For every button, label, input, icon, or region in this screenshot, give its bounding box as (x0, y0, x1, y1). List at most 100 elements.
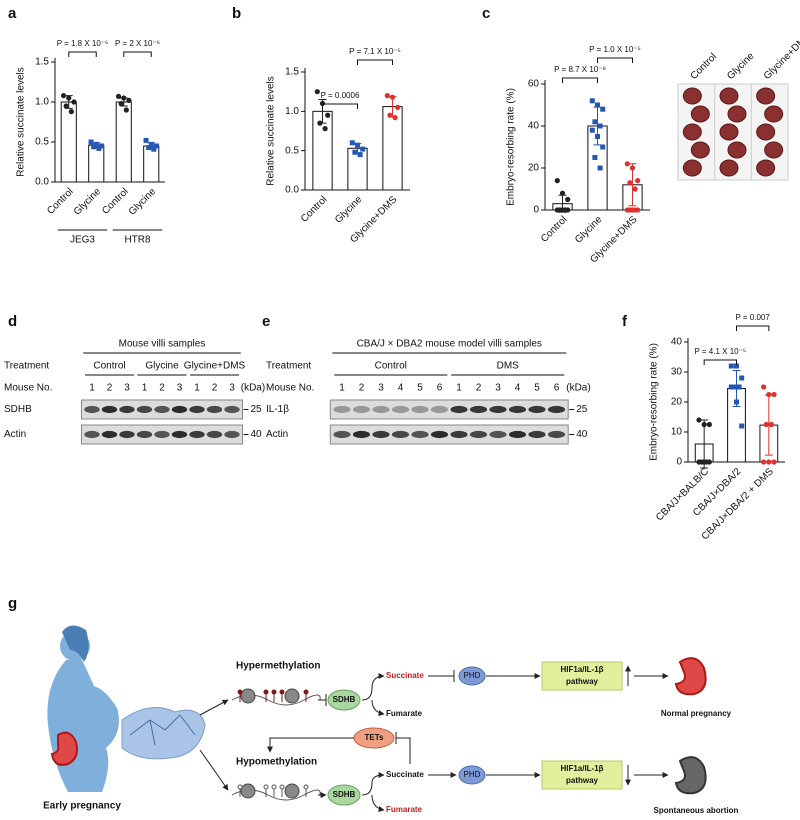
point (71, 99, 77, 105)
point (96, 145, 102, 151)
y-tick-label: 0.0 (285, 185, 299, 196)
p-value: P = 1.8 X 10⁻⁶ (57, 39, 109, 48)
point (557, 207, 563, 213)
point (597, 123, 603, 129)
bracket (357, 59, 393, 65)
blot-band (508, 430, 527, 439)
x-tick-label: Glycine (573, 214, 605, 246)
embryo (50, 731, 78, 766)
point (771, 391, 777, 398)
nucleosomes (240, 783, 300, 799)
lane-number: 3 (124, 383, 130, 394)
label: HIF1a/IL-1β (560, 665, 603, 674)
point (589, 98, 595, 104)
blot-band (372, 405, 390, 414)
point (728, 384, 734, 390)
embryo-sac (682, 123, 702, 141)
x-tick-label: Control (100, 186, 131, 217)
bar (115, 101, 132, 183)
point (766, 391, 772, 398)
point (629, 165, 636, 171)
blot-band (430, 405, 449, 414)
point (706, 459, 712, 465)
x-tick-label: Glycine (127, 186, 159, 218)
lane-number: 2 (107, 383, 113, 394)
protein-label: IL-1β (266, 404, 289, 415)
lane-number: 3 (495, 383, 501, 394)
lane-number: 2 (359, 383, 365, 394)
embryo-sac (764, 141, 784, 159)
y-tick-label: 1.0 (35, 97, 49, 108)
point (126, 97, 132, 103)
image-label: Glycine (725, 50, 757, 82)
y-tick-label: 60 (528, 79, 540, 90)
point (600, 106, 606, 112)
group-label: Glycine (145, 361, 179, 372)
image-label: Control (689, 51, 720, 82)
point (731, 384, 737, 390)
point (595, 102, 600, 108)
y-tick-label: 1.5 (285, 67, 299, 78)
point (395, 104, 401, 110)
blot-band (508, 405, 527, 414)
group-label: Control (93, 361, 125, 372)
blot-band (136, 405, 153, 414)
point (632, 207, 638, 213)
embryo-sac (756, 159, 776, 177)
point (739, 375, 745, 381)
point (68, 109, 74, 115)
blot-band (528, 430, 546, 439)
embryo-sac (764, 105, 784, 123)
embryo (674, 657, 707, 696)
blot-band (411, 430, 429, 439)
vessel (129, 714, 196, 746)
point (559, 190, 566, 196)
y-tick-label: 40 (671, 337, 683, 348)
point (627, 180, 633, 186)
label: Hypomethylation (236, 757, 317, 768)
point (734, 399, 739, 405)
point (562, 207, 568, 213)
point (387, 112, 393, 118)
y-axis-label: Embryo-resorbing rate (%) (649, 343, 660, 461)
point (592, 119, 598, 125)
image-label: Glycine+DMS (762, 31, 800, 82)
lane-number: 5 (417, 383, 423, 394)
y-tick-label: 40 (528, 121, 540, 132)
marker-label: 25 (251, 404, 263, 415)
blot-band (391, 430, 410, 439)
lane-number: 1 (339, 383, 345, 394)
blot-band (547, 430, 566, 439)
point (357, 152, 363, 158)
lane-number: 2 (159, 383, 165, 394)
x-tick-label: Control (539, 214, 570, 245)
p-value: P = 8.7 X 10⁻⁸ (554, 65, 606, 74)
embryo-sac (719, 159, 739, 177)
y-tick-label: 0.5 (285, 145, 299, 156)
bracket (597, 57, 633, 63)
group-label: HTR8 (124, 235, 151, 246)
blot-band (119, 430, 135, 439)
diagram: g Early pregnancy Hypermethylation SDHB … (8, 595, 739, 815)
arrow (199, 749, 229, 791)
point (763, 421, 769, 428)
blot-band (206, 405, 223, 414)
point (589, 127, 595, 133)
blot-strip (329, 424, 569, 445)
y-tick-label: 30 (671, 367, 683, 378)
arrow (267, 737, 354, 753)
protein-label: Actin (4, 429, 26, 440)
label: pathway (566, 776, 599, 785)
point (635, 178, 641, 184)
blot-band (411, 405, 429, 414)
point (352, 149, 358, 155)
kda-label: (kDa) (241, 383, 265, 394)
blot-band (489, 430, 507, 439)
blot-band (224, 405, 240, 414)
point (118, 101, 124, 107)
lane-number: 1 (142, 383, 148, 394)
point (325, 112, 331, 118)
blot-strip (329, 399, 569, 420)
point (768, 421, 775, 428)
lane-number: 6 (554, 383, 560, 394)
